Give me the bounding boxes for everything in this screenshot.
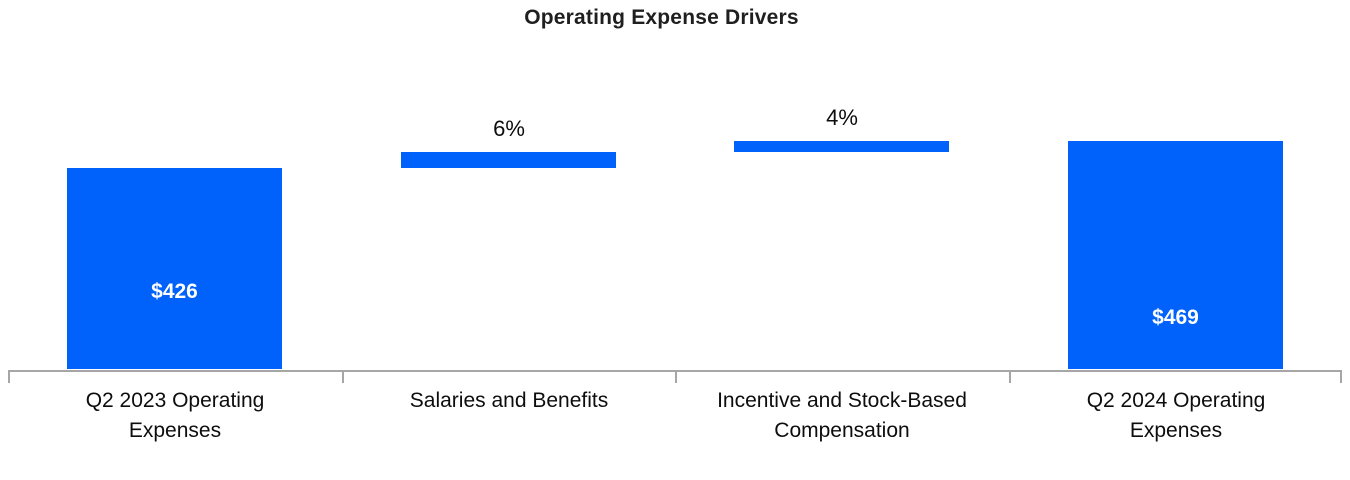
bar-salaries-and-benefits: [401, 152, 616, 168]
category-label-salaries-and-benefits: Salaries and Benefits: [409, 389, 609, 412]
axis-tick: [1340, 370, 1342, 383]
bar-percent-label: 6%: [493, 116, 525, 141]
bar-percent-label: 4%: [826, 105, 858, 130]
category-label-q2-2023-operating-expenses: Q2 2023 Operating Expenses: [85, 389, 265, 442]
axis-tick: [342, 370, 344, 383]
chart-title: Operating Expense Drivers: [524, 6, 799, 29]
bar-incentive-and-stock-based-compensation: [734, 141, 949, 152]
axis-tick: [1009, 370, 1011, 383]
category-label-q2-2024-operating-expenses: Q2 2024 Operating Expenses: [1086, 389, 1266, 442]
category-label-incentive-and-stock-based-compensation: Incentive and Stock-Based Compensation: [717, 389, 967, 442]
bar-q2-2023-operating-expenses: [67, 168, 282, 369]
bar-value-label: $469: [1152, 306, 1199, 329]
bar-q2-2024-operating-expenses: [1068, 141, 1283, 369]
axis-tick: [675, 370, 677, 383]
bar-value-label: $426: [151, 280, 198, 303]
axis-tick: [8, 370, 10, 383]
